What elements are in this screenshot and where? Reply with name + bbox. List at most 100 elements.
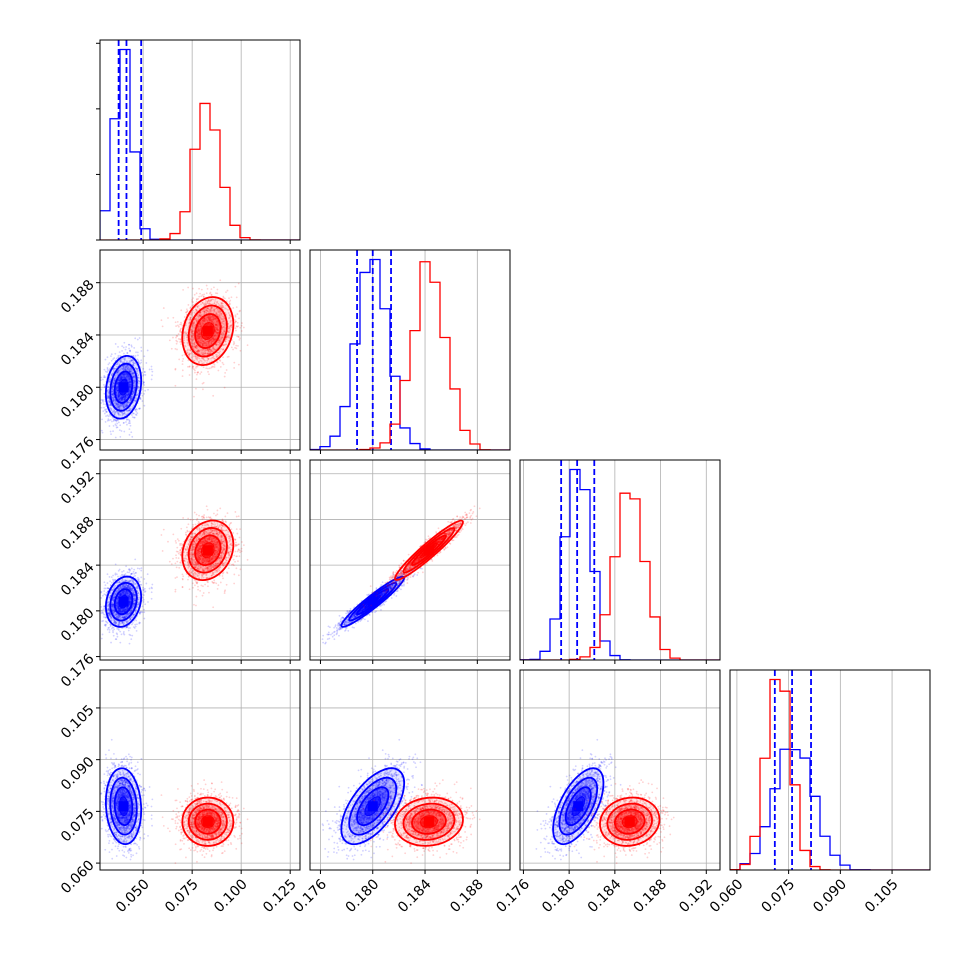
scatter-point bbox=[134, 367, 137, 370]
scatter-point bbox=[199, 292, 201, 295]
scatter-point bbox=[130, 358, 133, 361]
scatter-point bbox=[116, 385, 119, 388]
scatter-point bbox=[112, 400, 115, 403]
scatter-point bbox=[131, 372, 134, 375]
scatter-point bbox=[234, 327, 237, 330]
scatter-point bbox=[130, 397, 132, 400]
scatter-point bbox=[120, 411, 123, 414]
scatter-point bbox=[108, 395, 110, 398]
scatter-point bbox=[122, 395, 125, 398]
scatter-point bbox=[192, 301, 195, 304]
scatter-point bbox=[111, 393, 114, 395]
scatter-point bbox=[135, 368, 138, 370]
scatter-point bbox=[123, 368, 126, 371]
scatter-point bbox=[104, 358, 107, 361]
scatter-point bbox=[125, 374, 128, 377]
scatter-point bbox=[109, 407, 112, 410]
scatter-point bbox=[109, 580, 111, 583]
scatter-point bbox=[101, 418, 103, 421]
scatter-point bbox=[230, 346, 233, 349]
scatter-point bbox=[193, 368, 195, 371]
scatter-point bbox=[193, 341, 196, 344]
scatter-point bbox=[123, 373, 125, 375]
scatter-point bbox=[135, 407, 138, 410]
scatter-point bbox=[134, 400, 137, 403]
scatter-point bbox=[142, 594, 145, 596]
scatter-point bbox=[129, 360, 132, 363]
scatter-point bbox=[120, 398, 123, 400]
scatter-point bbox=[143, 587, 146, 590]
scatter-point bbox=[107, 389, 110, 391]
scatter-point bbox=[114, 563, 117, 566]
scatter-point bbox=[131, 414, 133, 416]
scatter-point bbox=[110, 353, 113, 356]
scatter-point bbox=[109, 404, 112, 406]
scatter-point bbox=[181, 360, 184, 363]
scatter-point bbox=[120, 376, 123, 379]
scatter-point bbox=[114, 423, 117, 426]
scatter-point bbox=[128, 383, 131, 386]
scatter-point bbox=[136, 358, 139, 361]
scatter-point bbox=[133, 383, 136, 385]
scatter-point bbox=[120, 397, 123, 400]
scatter-point bbox=[128, 385, 131, 388]
scatter-point bbox=[150, 378, 153, 381]
scatter-point bbox=[111, 393, 114, 396]
scatter-point bbox=[175, 342, 178, 345]
scatter-point bbox=[193, 395, 195, 398]
scatter-point bbox=[105, 408, 108, 411]
scatter-point bbox=[106, 366, 109, 369]
scatter-point bbox=[122, 413, 124, 415]
scatter-point bbox=[104, 587, 107, 590]
scatter-point bbox=[123, 398, 126, 401]
scatter-point bbox=[114, 400, 117, 403]
scatter-point bbox=[111, 386, 114, 388]
scatter-point bbox=[122, 406, 125, 409]
scatter-point bbox=[118, 408, 121, 410]
scatter-point bbox=[142, 601, 145, 603]
scatter-point bbox=[120, 396, 123, 399]
scatter-point bbox=[107, 418, 110, 421]
scatter-point bbox=[134, 355, 137, 357]
scatter-point bbox=[121, 574, 124, 577]
scatter-point bbox=[126, 400, 129, 403]
scatter-point bbox=[119, 641, 122, 644]
scatter-point bbox=[119, 379, 122, 381]
scatter-point bbox=[170, 347, 173, 350]
scatter-point bbox=[123, 376, 126, 378]
scatter-point bbox=[134, 408, 137, 411]
scatter-point bbox=[133, 391, 136, 394]
scatter-point bbox=[142, 596, 144, 599]
scatter-point bbox=[129, 367, 132, 370]
scatter-point bbox=[135, 619, 138, 622]
scatter-point bbox=[175, 336, 177, 339]
scatter-point bbox=[223, 330, 226, 333]
scatter-point bbox=[119, 396, 122, 399]
scatter-point bbox=[124, 395, 127, 397]
scatter-point bbox=[110, 408, 113, 411]
scatter-point bbox=[128, 399, 131, 402]
scatter-point bbox=[134, 366, 137, 369]
scatter-point bbox=[238, 317, 240, 320]
scatter-point bbox=[128, 370, 131, 373]
scatter-point bbox=[124, 377, 126, 380]
scatter-point bbox=[160, 319, 163, 322]
scatter-point bbox=[127, 343, 130, 346]
scatter-point bbox=[115, 420, 118, 423]
scatter-point bbox=[117, 419, 119, 422]
scatter-point bbox=[125, 396, 128, 399]
scatter-point bbox=[117, 569, 120, 572]
scatter-point bbox=[119, 397, 122, 399]
scatter-point bbox=[183, 341, 185, 344]
scatter-point bbox=[103, 412, 106, 415]
scatter-point bbox=[124, 348, 127, 351]
scatter-point bbox=[110, 433, 112, 436]
scatter-point bbox=[133, 416, 136, 419]
scatter-point bbox=[188, 319, 191, 321]
scatter-point bbox=[100, 590, 103, 593]
grid-layer bbox=[100, 40, 893, 870]
scatter-point bbox=[127, 410, 129, 412]
scatter-point bbox=[109, 400, 111, 403]
scatter-point bbox=[222, 363, 225, 366]
scatter-point bbox=[118, 377, 121, 379]
